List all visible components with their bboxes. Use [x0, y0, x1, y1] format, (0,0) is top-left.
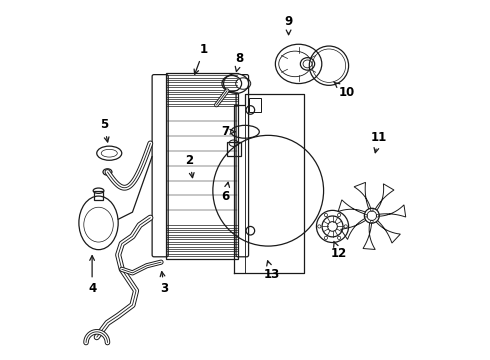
Text: 1: 1 — [194, 43, 208, 74]
Ellipse shape — [300, 58, 315, 70]
Text: 4: 4 — [88, 256, 96, 296]
Text: 11: 11 — [371, 131, 387, 153]
Text: 9: 9 — [285, 14, 293, 35]
Circle shape — [365, 208, 379, 223]
Text: 6: 6 — [221, 182, 229, 203]
Text: 3: 3 — [160, 272, 169, 296]
Text: 12: 12 — [330, 241, 347, 260]
Bar — [167, 73, 238, 258]
Text: 13: 13 — [264, 261, 280, 281]
Text: 8: 8 — [235, 52, 244, 72]
Bar — [227, 143, 241, 156]
Ellipse shape — [223, 74, 248, 93]
Ellipse shape — [275, 44, 322, 84]
Text: 7: 7 — [221, 125, 235, 138]
Text: 10: 10 — [334, 82, 355, 99]
Text: 2: 2 — [186, 154, 194, 178]
Bar — [248, 98, 261, 112]
Bar — [94, 191, 103, 200]
Text: 5: 5 — [100, 118, 109, 142]
